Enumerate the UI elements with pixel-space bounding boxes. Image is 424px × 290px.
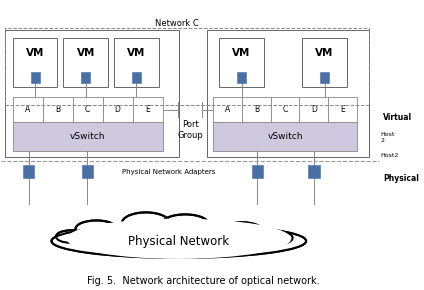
Ellipse shape [67, 219, 291, 259]
FancyBboxPatch shape [237, 72, 246, 83]
FancyBboxPatch shape [82, 165, 93, 178]
Ellipse shape [122, 212, 170, 234]
FancyBboxPatch shape [114, 38, 159, 87]
FancyBboxPatch shape [31, 72, 39, 83]
Ellipse shape [58, 232, 84, 241]
Text: Host
2: Host 2 [380, 132, 395, 143]
FancyBboxPatch shape [207, 30, 369, 157]
FancyBboxPatch shape [23, 165, 34, 178]
Ellipse shape [53, 225, 304, 257]
FancyBboxPatch shape [328, 97, 357, 122]
Ellipse shape [78, 222, 115, 236]
Text: Physical: Physical [383, 174, 419, 183]
Ellipse shape [56, 230, 86, 243]
Text: B: B [55, 105, 60, 114]
Text: VM: VM [26, 48, 44, 58]
Text: vSwitch: vSwitch [70, 132, 106, 141]
Ellipse shape [259, 231, 293, 244]
Ellipse shape [163, 216, 207, 233]
Text: C: C [85, 105, 90, 114]
Text: Physical Network Adapters: Physical Network Adapters [122, 169, 215, 175]
Text: VM: VM [315, 48, 334, 58]
FancyBboxPatch shape [133, 97, 163, 122]
Text: vSwitch: vSwitch [267, 132, 303, 141]
Text: Physical Network: Physical Network [128, 235, 229, 248]
FancyBboxPatch shape [213, 122, 357, 151]
Ellipse shape [223, 224, 261, 238]
Text: Virtual: Virtual [383, 113, 413, 122]
FancyBboxPatch shape [13, 97, 43, 122]
Text: Network C: Network C [155, 19, 199, 28]
Text: E: E [340, 105, 345, 114]
Text: D: D [115, 105, 120, 114]
FancyBboxPatch shape [5, 30, 179, 157]
FancyBboxPatch shape [252, 165, 263, 178]
Ellipse shape [160, 214, 210, 235]
FancyBboxPatch shape [302, 38, 347, 87]
Text: D: D [311, 105, 317, 114]
FancyBboxPatch shape [299, 97, 328, 122]
Ellipse shape [221, 222, 263, 239]
FancyBboxPatch shape [320, 72, 329, 83]
Ellipse shape [75, 220, 118, 238]
FancyBboxPatch shape [132, 72, 141, 83]
FancyBboxPatch shape [73, 97, 103, 122]
Ellipse shape [262, 233, 290, 243]
Text: VM: VM [232, 48, 251, 58]
Text: A: A [25, 105, 31, 114]
Text: Host2: Host2 [380, 153, 399, 157]
FancyBboxPatch shape [219, 38, 264, 87]
Ellipse shape [259, 231, 294, 245]
FancyBboxPatch shape [13, 38, 57, 87]
Text: Fig. 5.  Network architecture of optical network.: Fig. 5. Network architecture of optical … [87, 276, 319, 287]
FancyBboxPatch shape [242, 97, 271, 122]
Text: B: B [254, 105, 259, 114]
Text: C: C [282, 105, 288, 114]
Ellipse shape [124, 214, 168, 232]
Ellipse shape [220, 222, 264, 240]
Text: VM: VM [127, 48, 145, 58]
FancyBboxPatch shape [13, 122, 163, 151]
Text: VM: VM [76, 48, 95, 58]
Ellipse shape [51, 224, 306, 258]
Ellipse shape [161, 214, 209, 235]
Ellipse shape [55, 230, 87, 244]
FancyBboxPatch shape [213, 97, 242, 122]
FancyBboxPatch shape [103, 97, 133, 122]
Text: E: E [145, 105, 150, 114]
FancyBboxPatch shape [64, 38, 108, 87]
Text: A: A [225, 105, 230, 114]
FancyBboxPatch shape [308, 165, 320, 178]
Ellipse shape [121, 212, 171, 235]
FancyBboxPatch shape [271, 97, 299, 122]
Ellipse shape [75, 220, 117, 238]
FancyBboxPatch shape [43, 97, 73, 122]
Text: Port
Group: Port Group [177, 120, 203, 140]
FancyBboxPatch shape [81, 72, 90, 83]
